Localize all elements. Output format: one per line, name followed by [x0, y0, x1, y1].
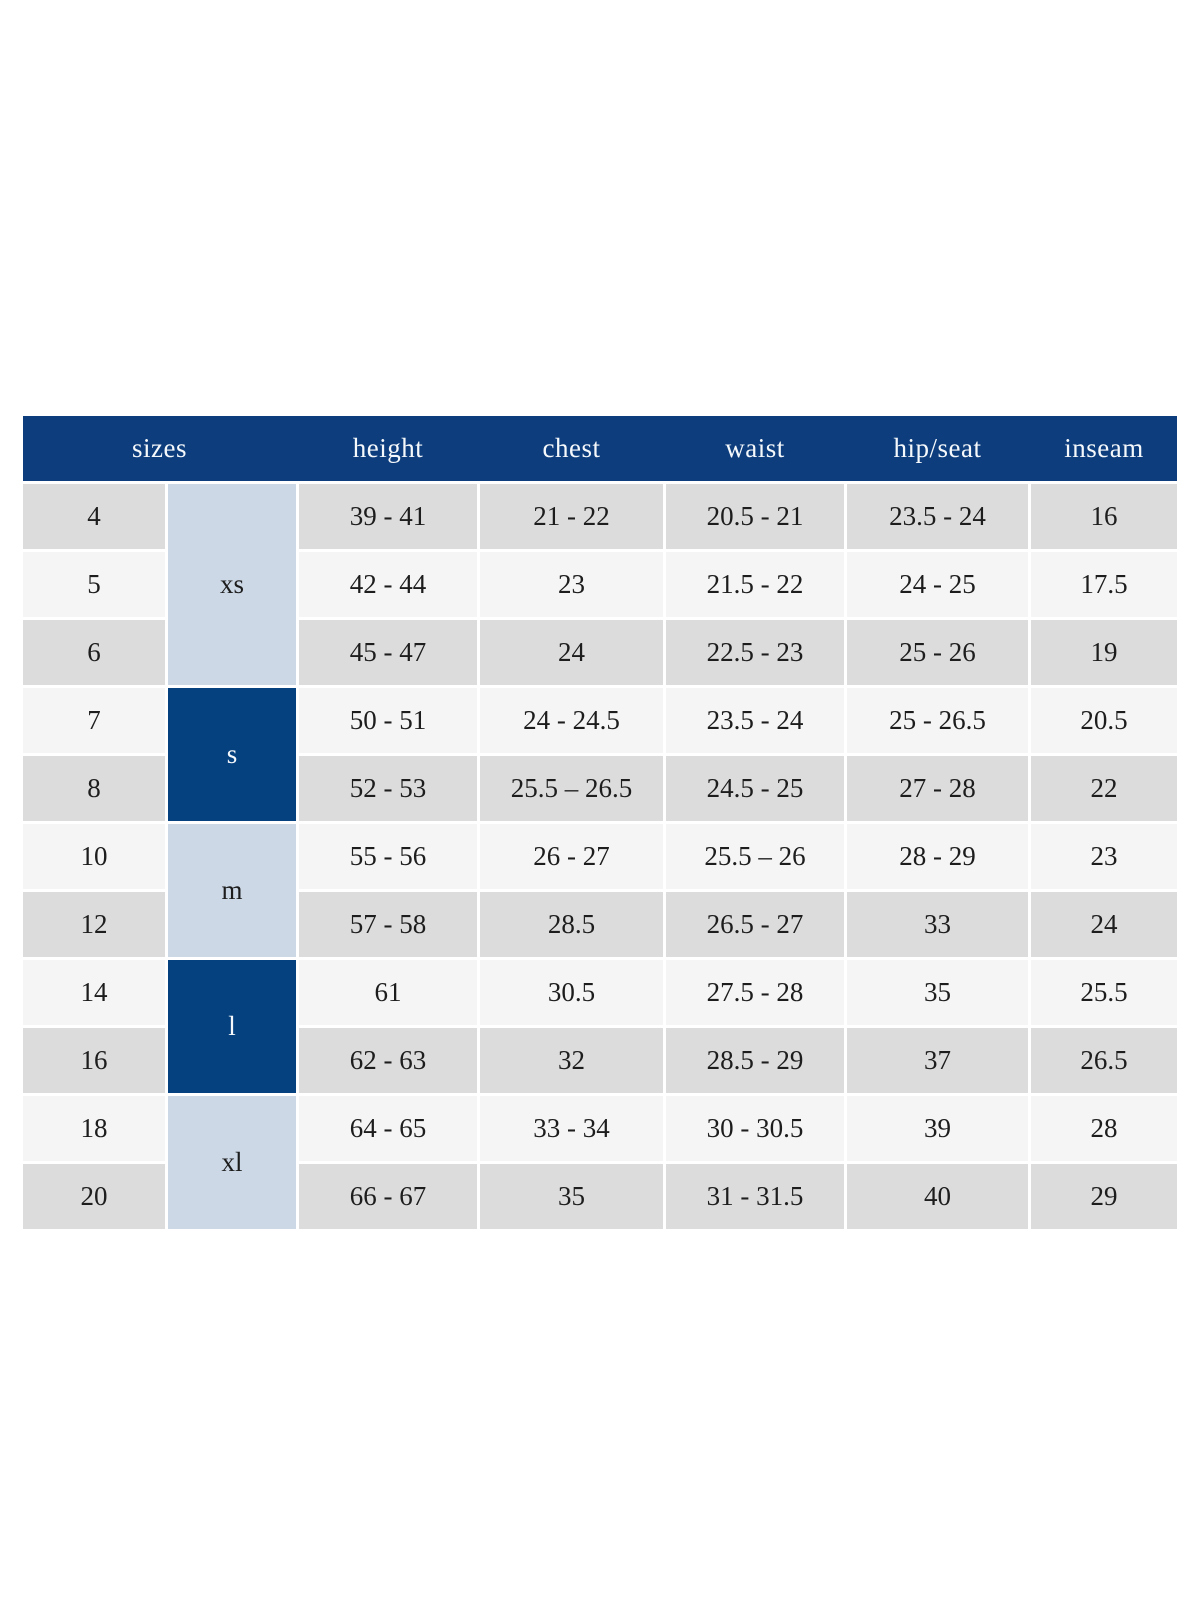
- size-number-cell: 16: [23, 1028, 165, 1093]
- cell-waist: 30 - 30.5: [666, 1096, 844, 1161]
- cell-inseam: 20.5: [1031, 688, 1177, 753]
- cell-hip-seat: 27 - 28: [847, 756, 1028, 821]
- column-header-waist: waist: [725, 433, 785, 463]
- size-group-cell-xl: xl: [168, 1096, 296, 1229]
- cell-inseam: 16: [1031, 484, 1177, 549]
- cell-chest: 30.5: [480, 960, 663, 1025]
- cell-waist: 25.5 – 26: [666, 824, 844, 889]
- cell-waist: 26.5 - 27: [666, 892, 844, 957]
- cell-waist: 27.5 - 28: [666, 960, 844, 1025]
- size-number-cell: 14: [23, 960, 165, 1025]
- size-group-cell-xs: xs: [168, 484, 296, 685]
- cell-chest: 32: [480, 1028, 663, 1093]
- cell-height: 61: [299, 960, 477, 1025]
- size-number-cell: 20: [23, 1164, 165, 1229]
- column-header-inseam: inseam: [1064, 433, 1144, 463]
- column-header-chest: chest: [542, 433, 601, 463]
- cell-inseam: 28: [1031, 1096, 1177, 1161]
- size-number-cell: 12: [23, 892, 165, 957]
- size-group-cell-l: l: [168, 960, 296, 1093]
- size-number-cell: 8: [23, 756, 165, 821]
- cell-chest: 26 - 27: [480, 824, 663, 889]
- cell-waist: 20.5 - 21: [666, 484, 844, 549]
- cell-hip-seat: 25 - 26.5: [847, 688, 1028, 753]
- cell-waist: 28.5 - 29: [666, 1028, 844, 1093]
- cell-inseam: 25.5: [1031, 960, 1177, 1025]
- cell-height: 55 - 56: [299, 824, 477, 889]
- cell-chest: 24: [480, 620, 663, 685]
- size-number-cell: 5: [23, 552, 165, 617]
- cell-height: 42 - 44: [299, 552, 477, 617]
- cell-inseam: 22: [1031, 756, 1177, 821]
- cell-chest: 33 - 34: [480, 1096, 663, 1161]
- cell-hip-seat: 40: [847, 1164, 1028, 1229]
- cell-chest: 25.5 – 26.5: [480, 756, 663, 821]
- cell-chest: 21 - 22: [480, 484, 663, 549]
- cell-inseam: 29: [1031, 1164, 1177, 1229]
- cell-waist: 21.5 - 22: [666, 552, 844, 617]
- size-chart-table: sizes height chest waist hip/seat inseam 4 39 -…: [23, 416, 1177, 1229]
- cell-height: 66 - 67: [299, 1164, 477, 1229]
- size-group-cell-s: s: [168, 688, 296, 821]
- cell-waist: 22.5 - 23: [666, 620, 844, 685]
- size-number-cell: 10: [23, 824, 165, 889]
- cell-height: 52 - 53: [299, 756, 477, 821]
- cell-chest: 28.5: [480, 892, 663, 957]
- cell-hip-seat: 23.5 - 24: [847, 484, 1028, 549]
- cell-hip-seat: 24 - 25: [847, 552, 1028, 617]
- cell-hip-seat: 39: [847, 1096, 1028, 1161]
- cell-inseam: 23: [1031, 824, 1177, 889]
- cell-height: 57 - 58: [299, 892, 477, 957]
- cell-inseam: 17.5: [1031, 552, 1177, 617]
- cell-height: 45 - 47: [299, 620, 477, 685]
- size-number-cell: 4: [23, 484, 165, 549]
- size-group-cell-m: m: [168, 824, 296, 957]
- size-number-cell: 18: [23, 1096, 165, 1161]
- cell-hip-seat: 37: [847, 1028, 1028, 1093]
- cell-inseam: 24: [1031, 892, 1177, 957]
- cell-chest: 24 - 24.5: [480, 688, 663, 753]
- cell-height: 39 - 41: [299, 484, 477, 549]
- cell-chest: 35: [480, 1164, 663, 1229]
- cell-hip-seat: 25 - 26: [847, 620, 1028, 685]
- cell-height: 62 - 63: [299, 1028, 477, 1093]
- cell-waist: 31 - 31.5: [666, 1164, 844, 1229]
- cell-height: 50 - 51: [299, 688, 477, 753]
- column-header-hip-seat: hip/seat: [893, 433, 982, 463]
- size-number-cell: 6: [23, 620, 165, 685]
- cell-inseam: 26.5: [1031, 1028, 1177, 1093]
- cell-height: 64 - 65: [299, 1096, 477, 1161]
- size-number-cell: 7: [23, 688, 165, 753]
- cell-waist: 23.5 - 24: [666, 688, 844, 753]
- cell-hip-seat: 35: [847, 960, 1028, 1025]
- cell-chest: 23: [480, 552, 663, 617]
- table-header-row: sizes height chest waist hip/seat inseam: [23, 416, 1177, 481]
- cell-hip-seat: 33: [847, 892, 1028, 957]
- cell-waist: 24.5 - 25: [666, 756, 844, 821]
- cell-hip-seat: 28 - 29: [847, 824, 1028, 889]
- column-header-sizes: sizes: [132, 433, 187, 463]
- cell-inseam: 19: [1031, 620, 1177, 685]
- column-header-height: height: [352, 433, 424, 463]
